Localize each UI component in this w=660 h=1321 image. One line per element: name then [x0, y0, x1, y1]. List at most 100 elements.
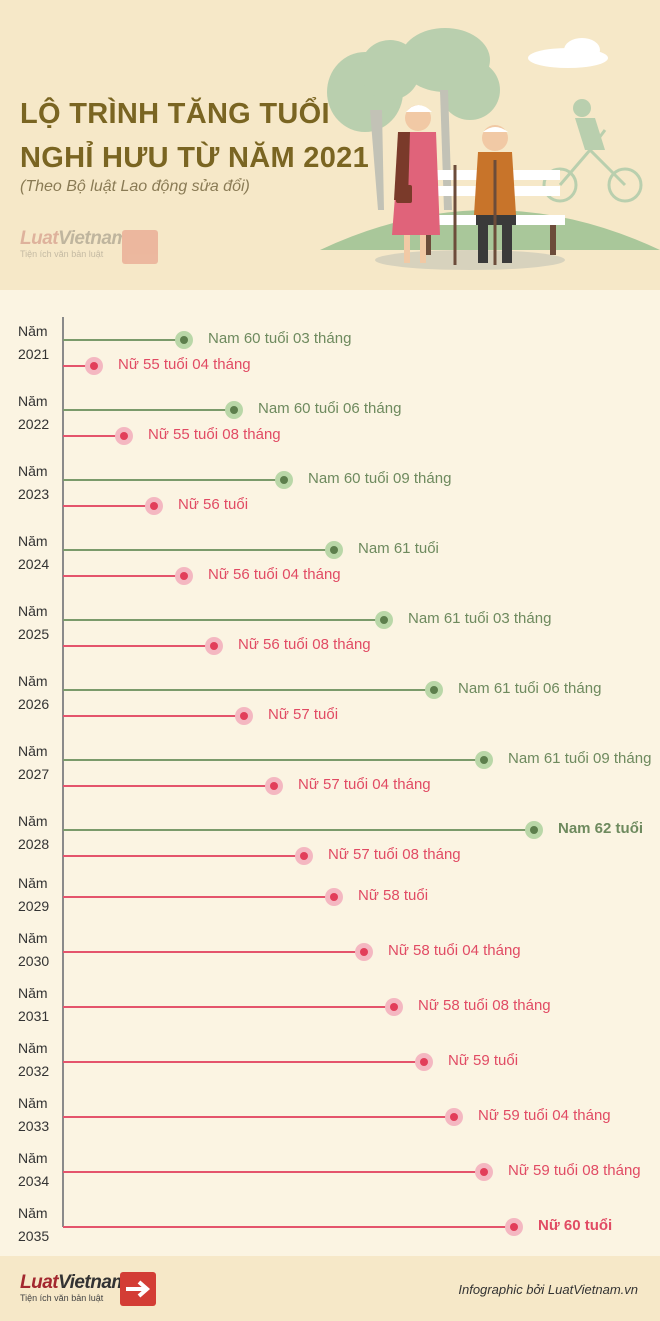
- male-retirement-age: Nam 62 tuổi: [558, 820, 644, 837]
- year-label: Năm 2023: [18, 460, 60, 506]
- female-retirement-age: Nữ 56 tuổi: [178, 496, 249, 513]
- female-retirement-age: Nữ 59 tuổi: [448, 1052, 519, 1069]
- female-line: [63, 1061, 424, 1063]
- year-label: Năm 2022: [18, 390, 60, 436]
- female-retirement-age: Nữ 60 tuổi: [538, 1217, 613, 1234]
- year-word: Năm: [18, 1095, 48, 1111]
- female-line: [63, 951, 364, 953]
- arrow-right-icon: [126, 1280, 151, 1298]
- year-number: 2027: [18, 766, 50, 782]
- male-retirement-age: Nam 61 tuổi 09 tháng: [508, 750, 652, 767]
- year-number: 2025: [18, 626, 50, 642]
- male-line: [63, 829, 534, 831]
- year-word: Năm: [18, 463, 48, 479]
- male-retirement-age: Nam 61 tuổi: [358, 540, 439, 557]
- male-line: [63, 479, 284, 481]
- year-number: 2022: [18, 416, 50, 432]
- subtitle: (Theo Bộ luật Lao động sửa đổi): [20, 178, 250, 195]
- female-dot: [115, 427, 133, 445]
- credit-text: Infographic bởi LuatVietnam.vn: [458, 1282, 638, 1297]
- year-number: 2033: [18, 1118, 50, 1134]
- year-number: 2035: [18, 1228, 50, 1244]
- female-retirement-age: Nữ 58 tuổi: [358, 887, 429, 904]
- female-dot: [445, 1108, 463, 1126]
- male-line: [63, 619, 384, 621]
- year-number: 2023: [18, 486, 50, 502]
- male-line: [63, 689, 434, 691]
- year-number: 2029: [18, 898, 50, 914]
- female-line: [63, 575, 184, 577]
- year-number: 2024: [18, 556, 50, 572]
- year-number: 2034: [18, 1173, 50, 1189]
- year-label: Năm 2024: [18, 530, 60, 576]
- male-dot: [525, 821, 543, 839]
- male-line: [63, 549, 334, 551]
- female-dot: [505, 1218, 523, 1236]
- male-dot: [225, 401, 243, 419]
- year-label: Năm 2034: [18, 1147, 60, 1193]
- female-retirement-age: Nữ 59 tuổi 08 tháng: [508, 1162, 641, 1179]
- male-retirement-age: Nam 60 tuổi 06 tháng: [258, 400, 402, 417]
- female-line: [63, 1006, 394, 1008]
- year-label: Năm 2035: [18, 1202, 60, 1248]
- female-retirement-age: Nữ 58 tuổi 08 tháng: [418, 997, 551, 1014]
- luatvietnam-logo: LuatVietnam Tiện ích văn bản luật: [20, 1272, 160, 1312]
- year-word: Năm: [18, 743, 48, 759]
- male-dot: [275, 471, 293, 489]
- female-line: [63, 645, 214, 647]
- year-word: Năm: [18, 1150, 48, 1166]
- year-label: Năm 2026: [18, 670, 60, 716]
- male-retirement-age: Nam 61 tuổi 03 tháng: [408, 610, 552, 627]
- year-label: Năm 2029: [18, 872, 60, 918]
- elderly-couple-illustration: [320, 28, 660, 270]
- female-dot: [145, 497, 163, 515]
- female-line: [63, 435, 124, 437]
- male-dot: [325, 541, 343, 559]
- female-retirement-age: Nữ 55 tuổi 08 tháng: [148, 426, 281, 443]
- year-number: 2031: [18, 1008, 50, 1024]
- footer: LuatVietnam Tiện ích văn bản luật Infogr…: [0, 1256, 660, 1321]
- watermark-logo: LuatVietnam Tiện ích văn bản luật: [20, 228, 160, 268]
- female-retirement-age: Nữ 56 tuổi 08 tháng: [238, 636, 371, 653]
- year-word: Năm: [18, 930, 48, 946]
- year-word: Năm: [18, 985, 48, 1001]
- male-line: [63, 339, 184, 341]
- year-word: Năm: [18, 1205, 48, 1221]
- year-label: Năm 2032: [18, 1037, 60, 1083]
- year-number: 2021: [18, 346, 50, 362]
- year-word: Năm: [18, 603, 48, 619]
- year-number: 2032: [18, 1063, 50, 1079]
- female-dot: [205, 637, 223, 655]
- male-line: [63, 759, 484, 761]
- female-line: [63, 855, 304, 857]
- year-word: Năm: [18, 393, 48, 409]
- year-label: Năm 2028: [18, 810, 60, 856]
- year-label: Năm 2021: [18, 320, 60, 366]
- female-dot: [85, 357, 103, 375]
- year-word: Năm: [18, 1040, 48, 1056]
- year-word: Năm: [18, 813, 48, 829]
- female-retirement-age: Nữ 56 tuổi 04 tháng: [208, 566, 341, 583]
- female-line: [63, 1116, 454, 1118]
- female-line: [63, 1171, 484, 1173]
- retirement-timeline: Năm 2021 Nam 60 tuổi 03 tháng Nữ 55 tuổi 04…: [0, 290, 660, 1255]
- year-word: Năm: [18, 673, 48, 689]
- female-line: [63, 505, 154, 507]
- page-title: LỘ TRÌNH TĂNG TUỔI NGHỈ HƯU TỪ NĂM 2021: [20, 92, 369, 180]
- male-retirement-age: Nam 60 tuổi 09 tháng: [308, 470, 452, 487]
- female-dot: [475, 1163, 493, 1181]
- female-line: [63, 715, 244, 717]
- year-label: Năm 2025: [18, 600, 60, 646]
- year-number: 2028: [18, 836, 50, 852]
- timeline-axis: [62, 317, 64, 1227]
- female-retirement-age: Nữ 55 tuổi 04 tháng: [118, 356, 251, 373]
- year-label: Năm 2030: [18, 927, 60, 973]
- year-label: Năm 2033: [18, 1092, 60, 1138]
- female-dot: [175, 567, 193, 585]
- female-dot: [415, 1053, 433, 1071]
- female-dot: [385, 998, 403, 1016]
- title-line-2: NGHỈ HƯU TỪ NĂM 2021: [20, 142, 370, 174]
- female-dot: [295, 847, 313, 865]
- female-dot: [265, 777, 283, 795]
- year-word: Năm: [18, 533, 48, 549]
